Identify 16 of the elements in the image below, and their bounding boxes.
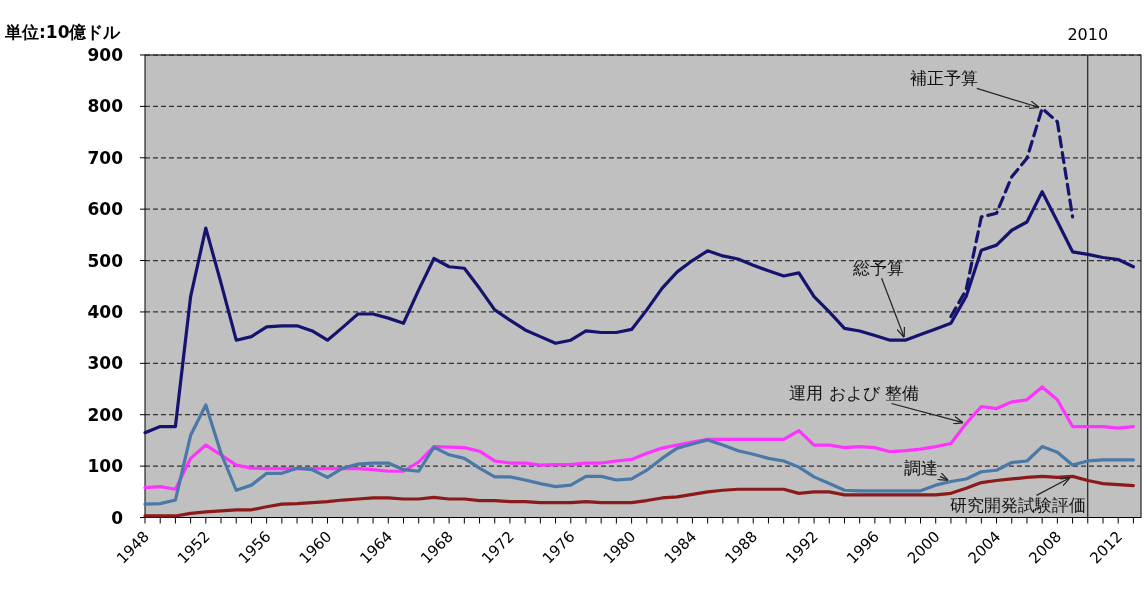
y-tick-label: 400 — [87, 301, 124, 322]
y-axis-title: 単位:10億ドル — [4, 22, 122, 42]
y-tick-label: 600 — [87, 199, 124, 220]
y-tick-label: 800 — [87, 96, 124, 117]
series-label: 研究開発試験評価 — [949, 495, 1086, 516]
y-tick-label: 0 — [111, 507, 124, 528]
y-tick-label: 100 — [87, 456, 124, 477]
y-tick-label: 200 — [87, 404, 124, 425]
text: 補正予算 — [910, 68, 979, 89]
ref-line-label: 2010 — [1067, 25, 1109, 44]
y-tick-label: 900 — [87, 45, 124, 65]
y-tick-label: 300 — [87, 353, 124, 374]
text: 総予算 — [851, 258, 904, 279]
series-label: 運用 および 整備 — [789, 383, 920, 404]
y-tick-label: 500 — [87, 250, 124, 271]
y-tick-label: 700 — [87, 147, 124, 168]
